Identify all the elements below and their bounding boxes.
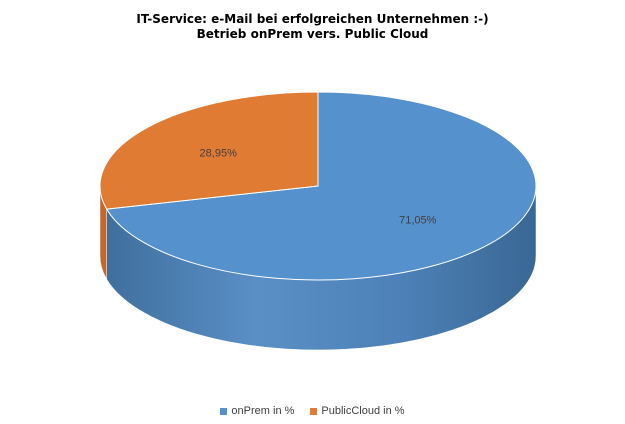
data-label-publiccloud: 28,95%: [200, 148, 238, 160]
legend: onPrem in % PublicCloud in %: [0, 405, 625, 417]
pie-slice-onprem: [105, 91, 537, 281]
chart-subtitle: Betrieb onPrem vers. Public Cloud: [196, 27, 429, 41]
chart-title: IT-Service: e-Mail bei erfolgreichen Unt…: [0, 12, 625, 42]
legend-item-onprem: onPrem in %: [220, 405, 294, 417]
pie-slice-publiccloud: [99, 91, 319, 210]
legend-label-onprem: onPrem in %: [231, 405, 295, 417]
legend-item-publiccloud: PublicCloud in %: [310, 405, 405, 417]
legend-swatch-onprem: [220, 407, 228, 415]
pie-data-labels: 71,05% 28,95%: [200, 148, 437, 227]
legend-swatch-publiccloud: [310, 407, 318, 415]
data-label-onprem: 71,05%: [399, 214, 437, 226]
pie-top-face: [99, 91, 537, 281]
chart-title-line-1: IT-Service: e-Mail bei erfolgreichen Unt…: [136, 12, 489, 26]
legend-label-publiccloud: PublicCloud in %: [321, 405, 405, 417]
